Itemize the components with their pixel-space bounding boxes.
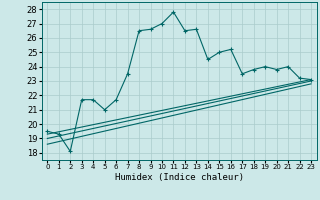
X-axis label: Humidex (Indice chaleur): Humidex (Indice chaleur) <box>115 173 244 182</box>
